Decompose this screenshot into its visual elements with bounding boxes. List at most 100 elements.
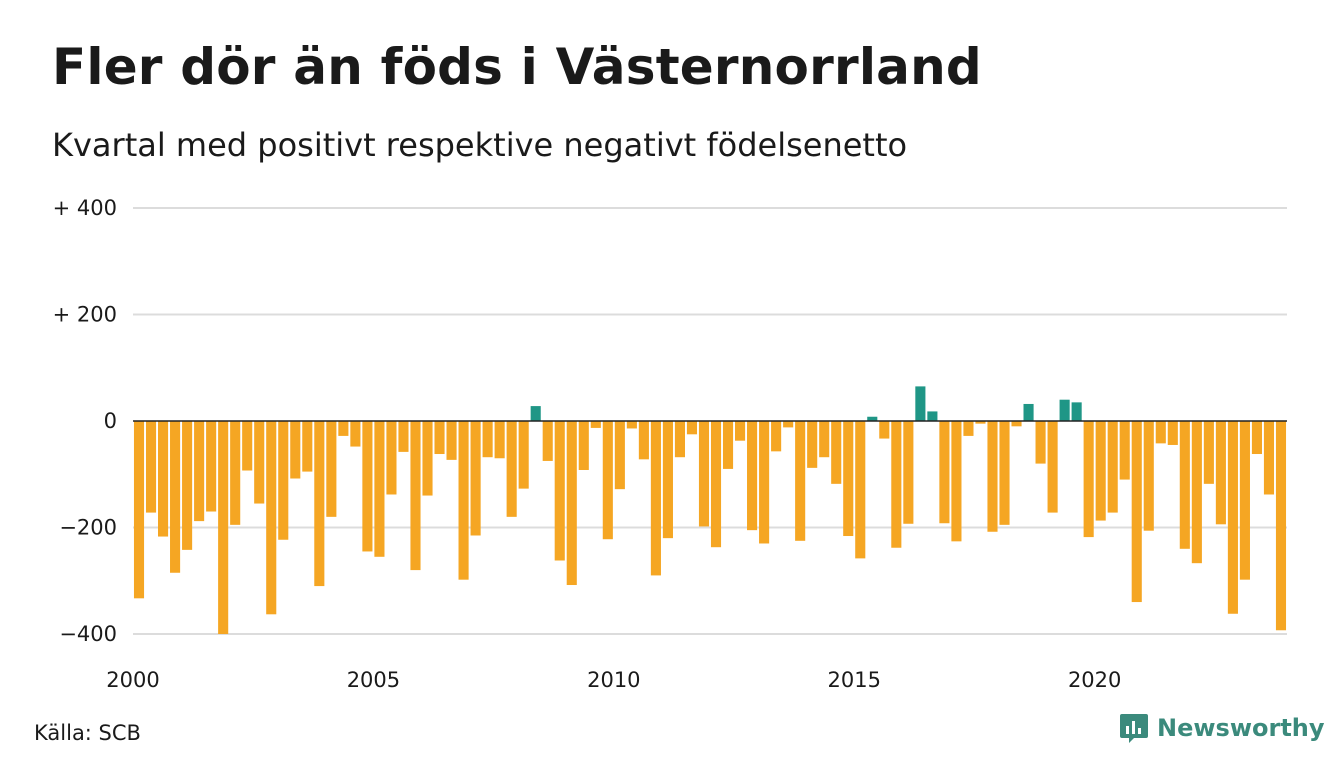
- bar: [1239, 421, 1250, 580]
- bar: [506, 421, 517, 517]
- bar: [206, 421, 217, 512]
- bar: [650, 421, 661, 576]
- bar: [446, 421, 457, 460]
- bar: [867, 416, 878, 421]
- bar: [626, 421, 637, 429]
- bar: [807, 421, 818, 468]
- bar: [1023, 403, 1034, 421]
- bar: [254, 421, 265, 504]
- bar: [1047, 421, 1058, 513]
- bar: [145, 421, 157, 513]
- bar: [302, 421, 313, 472]
- bar: [1263, 421, 1275, 495]
- bar: [927, 411, 938, 421]
- bar: [614, 421, 625, 490]
- bar: [759, 421, 770, 544]
- bar: [855, 421, 866, 559]
- bar: [494, 421, 505, 459]
- newsworthy-logo-icon: [1120, 714, 1148, 743]
- bar: [819, 421, 830, 458]
- y-tick-label: + 200: [53, 303, 117, 327]
- bar: [530, 406, 541, 421]
- newsworthy-logo: Newsworthy: [1119, 712, 1325, 744]
- bar: [1095, 421, 1106, 521]
- bar: [133, 421, 145, 599]
- bar: [590, 421, 601, 428]
- x-tick-label: 2000: [106, 668, 159, 692]
- bar: [1275, 421, 1287, 631]
- y-tick-label: −400: [59, 622, 117, 646]
- bar: [1119, 421, 1130, 480]
- bar: [735, 421, 746, 441]
- bar: [1107, 421, 1118, 513]
- bar: [422, 421, 433, 496]
- bar: [1167, 421, 1178, 445]
- bar: [674, 421, 685, 458]
- bar: [266, 421, 277, 615]
- bar: [903, 421, 914, 524]
- bar: [230, 421, 241, 525]
- bar: [278, 421, 289, 540]
- bar: [879, 421, 890, 439]
- bar: [1251, 421, 1262, 455]
- bar: [939, 421, 950, 524]
- bar: [975, 421, 986, 424]
- bar: [182, 421, 193, 550]
- bar: [951, 421, 962, 542]
- bar: [386, 421, 397, 495]
- bar: [290, 421, 301, 479]
- source-label: Källa: SCB: [34, 721, 141, 745]
- bar: [710, 421, 722, 548]
- bar: [747, 421, 758, 531]
- bar: [1155, 421, 1166, 444]
- bar: [482, 421, 493, 458]
- bar: [1179, 421, 1190, 549]
- bar: [987, 421, 998, 532]
- bar: [1071, 402, 1082, 421]
- bar: [999, 421, 1010, 525]
- bar: [350, 421, 361, 447]
- bar: [722, 421, 734, 469]
- y-tick-label: −200: [59, 516, 117, 540]
- bar: [158, 421, 169, 537]
- bar: [1215, 421, 1226, 525]
- bar: [1227, 421, 1238, 614]
- bar: [698, 421, 710, 527]
- bar: [326, 421, 337, 517]
- bar: [374, 421, 385, 557]
- bar: [518, 421, 529, 489]
- bar: [218, 421, 229, 634]
- bar: [398, 421, 409, 452]
- bar: [1035, 421, 1046, 464]
- bar: [963, 421, 974, 436]
- bar: [1143, 421, 1154, 531]
- bar: [771, 421, 782, 452]
- x-tick-label: 2015: [828, 668, 881, 692]
- brand-name: Newsworthy: [1157, 714, 1325, 742]
- bar: [1083, 421, 1094, 538]
- x-tick-label: 2020: [1068, 668, 1121, 692]
- bar: [662, 421, 673, 539]
- y-tick-label: + 400: [53, 196, 117, 220]
- y-tick-label: 0: [104, 409, 117, 433]
- bar: [410, 421, 421, 571]
- x-tick-label: 2005: [347, 668, 400, 692]
- x-tick-label: 2010: [587, 668, 640, 692]
- bar: [434, 421, 445, 455]
- bar: [783, 421, 794, 428]
- bar: [1131, 421, 1142, 603]
- bar: [458, 421, 469, 580]
- bar: [566, 421, 577, 586]
- bar: [602, 421, 613, 540]
- bar: [362, 421, 373, 552]
- bar: [1059, 399, 1070, 421]
- bar: [542, 421, 553, 461]
- chart-subtitle: Kvartal med positivt respektive negativt…: [52, 126, 908, 164]
- bar: [891, 421, 902, 548]
- bar: [1011, 421, 1022, 427]
- bar: [686, 421, 698, 435]
- bar: [194, 421, 205, 522]
- bar: [1191, 421, 1202, 564]
- bar: [638, 421, 649, 460]
